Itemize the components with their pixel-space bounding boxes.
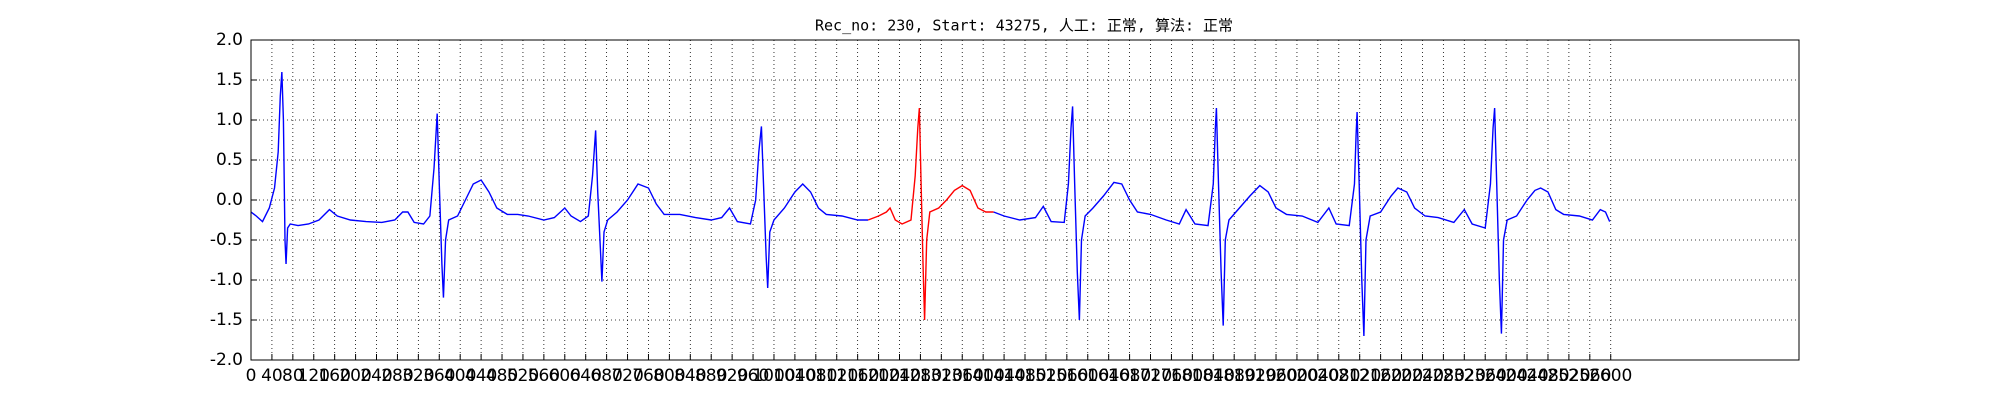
x-tick-label: 1240 [878,366,921,386]
x-tick-label: 280 [381,366,413,386]
x-tick-label: 1440 [982,366,1025,386]
x-tick-label: 80 [282,366,304,386]
x-tick-label: 440 [465,366,497,386]
x-tick-label: 40 [261,366,283,386]
x-tick-label: 680 [590,366,622,386]
x-tick-label: 320 [402,366,434,386]
x-tick-label: 1080 [794,366,837,386]
x-tick-label: 2400 [1485,366,1528,386]
x-tick-label: 1200 [857,366,900,386]
y-tick-label: -2.0 [210,350,243,370]
y-tick-label: 1.0 [216,110,243,130]
x-tick-label: 720 [611,366,643,386]
x-tick-label: 200 [339,366,371,386]
x-tick-label: 640 [569,366,601,386]
x-tick-label: 1680 [1108,366,1151,386]
x-tick-label: 1920 [1233,366,1276,386]
x-tick-label: 400 [444,366,476,386]
x-tick-label: 1040 [773,366,816,386]
x-tick-label: 1880 [1213,366,1256,386]
x-tick-label: 600 [549,366,581,386]
x-tick-label: 760 [632,366,664,386]
y-tick-label: -0.5 [210,230,243,250]
x-tick-label: 1800 [1171,366,1214,386]
x-tick-label: 2080 [1317,366,1360,386]
y-tick-label: 1.5 [216,70,243,90]
x-tick-label: 2280 [1422,366,1465,386]
x-tick-label: 1360 [941,366,984,386]
y-tick-label: -1.0 [210,270,243,290]
x-tick-label: 1000 [752,366,795,386]
chart-title: Rec_no: 230, Start: 43275, 人工: 正常, 算法: 正… [815,17,1233,35]
x-tick-label: 480 [486,366,518,386]
x-tick-label: 1760 [1150,366,1193,386]
x-tick-label: 560 [528,366,560,386]
x-tick-label: 1600 [1066,366,1109,386]
x-tick-label: 2120 [1338,366,1381,386]
x-tick-label: 2160 [1359,366,1402,386]
x-tick-label: 1520 [1024,366,1067,386]
ecg-line [250,71,869,298]
x-tick-label: 240 [360,366,392,386]
x-tick-label: 2040 [1296,366,1339,386]
x-tick-label: 1720 [1129,366,1172,386]
x-tick-label: 1120 [815,366,858,386]
x-tick-label: 2240 [1401,366,1444,386]
y-tick-label: -1.5 [210,310,243,330]
x-tick-label: 1320 [920,366,963,386]
x-tick-label: 1400 [962,366,1005,386]
x-tick-label: 2200 [1380,366,1423,386]
x-tick-label: 2320 [1443,366,1486,386]
y-tick-label: 0.0 [216,190,243,210]
x-tick-label: 1480 [1003,366,1046,386]
x-tick-label: 120 [298,366,330,386]
x-tick-label: 840 [674,366,706,386]
plot-frame [250,39,1800,361]
y-tick-label: 0.5 [216,150,243,170]
x-tick-label: 360 [423,366,455,386]
x-tick-label: 2600 [1589,366,1632,386]
x-tick-label: 2000 [1275,366,1318,386]
x-tick-label: 1280 [899,366,942,386]
x-tick-label: 2480 [1526,366,1569,386]
x-tick-label: 920 [716,366,748,386]
x-tick-label: 2440 [1505,366,1548,386]
x-tick-label: 2360 [1464,366,1507,386]
x-tick-label: 1160 [836,366,879,386]
x-tick-label: 1640 [1087,366,1130,386]
x-tick-label: 960 [737,366,769,386]
x-tick-label: 520 [507,366,539,386]
x-tick-label: 0 [246,366,257,386]
ecg-line [993,106,1611,337]
x-tick-label: 1560 [1045,366,1088,386]
x-tick-label: 2560 [1568,366,1611,386]
x-tick-label: 1960 [1254,366,1297,386]
x-tick-label: 2520 [1547,366,1590,386]
x-tick-label: 160 [318,366,350,386]
x-tick-label: 880 [695,366,727,386]
x-tick-label: 800 [653,366,685,386]
ecg-line [867,107,994,321]
y-tick-label: 2.0 [216,30,243,50]
x-tick-label: 1840 [1192,366,1235,386]
